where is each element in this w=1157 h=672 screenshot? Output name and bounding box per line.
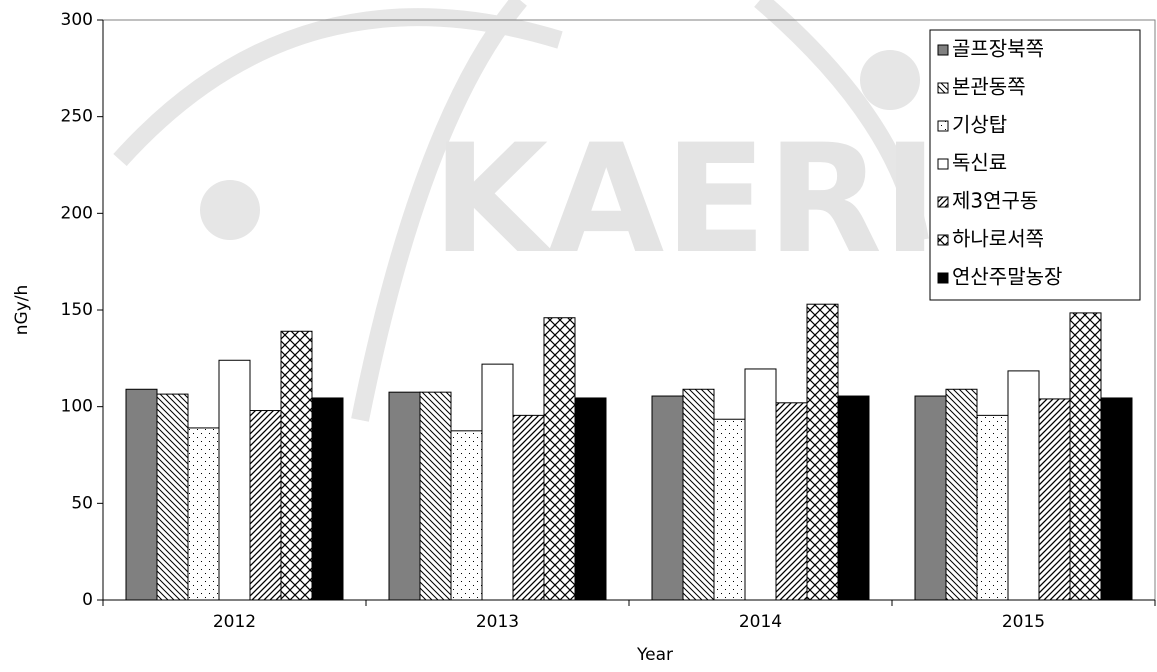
bar — [775, 402, 808, 601]
legend-label: 제3연구동 — [952, 189, 1038, 213]
bar — [419, 391, 452, 601]
bar — [125, 388, 158, 601]
legend-label: 본관동쪽 — [952, 75, 1026, 99]
legend-swatch — [937, 44, 949, 56]
bar — [1069, 312, 1102, 601]
bar — [945, 388, 978, 601]
legend-label: 골프장북쪽 — [952, 37, 1044, 61]
legend-swatch — [937, 234, 949, 246]
y-tick-label: 300 — [61, 10, 93, 30]
bar — [1038, 398, 1071, 601]
bar — [574, 397, 607, 601]
bar — [682, 388, 715, 601]
bar — [837, 395, 870, 601]
x-tick-label: 2012 — [213, 612, 256, 632]
legend-box — [929, 29, 1141, 301]
bar — [280, 330, 313, 601]
legend-swatch — [937, 196, 949, 208]
y-tick-label: 150 — [61, 300, 93, 320]
y-tick-label: 250 — [61, 107, 93, 127]
bar — [218, 359, 251, 601]
y-tick-label: 200 — [61, 203, 93, 223]
bar — [713, 418, 746, 601]
legend-swatch — [937, 158, 949, 170]
legend-label: 연산주말농장 — [952, 265, 1062, 289]
bar — [156, 393, 189, 601]
bar — [450, 430, 483, 601]
y-tick-label: 50 — [71, 493, 93, 513]
y-tick-label: 0 — [82, 590, 93, 610]
bar — [744, 368, 777, 601]
legend-swatch — [937, 120, 949, 132]
bar — [512, 414, 545, 601]
bar — [187, 427, 220, 601]
y-tick-label: 100 — [61, 397, 93, 417]
bar — [651, 395, 684, 601]
legend-swatch — [937, 272, 949, 284]
bar — [249, 410, 282, 601]
bar — [1007, 370, 1040, 601]
bar — [806, 303, 839, 601]
legend-label: 독신료 — [952, 151, 1007, 175]
bar — [481, 363, 514, 601]
legend-label: 기상탑 — [952, 113, 1007, 137]
bar — [311, 397, 344, 601]
x-tick-label: 2014 — [739, 612, 782, 632]
bar — [388, 391, 421, 601]
legend-label: 하나로서쪽 — [952, 227, 1044, 251]
x-tick-label: 2015 — [1002, 612, 1045, 632]
watermark-arcs — [113, 0, 929, 422]
bar — [976, 414, 1009, 601]
bar — [1100, 397, 1133, 601]
x-axis-label: Year — [636, 645, 673, 665]
watermark: KAERI — [432, 113, 938, 287]
bar — [543, 317, 576, 601]
bar — [914, 395, 947, 601]
y-axis-label: nGy/h — [12, 285, 32, 336]
legend-swatch — [937, 82, 949, 94]
x-tick-label: 2013 — [476, 612, 519, 632]
